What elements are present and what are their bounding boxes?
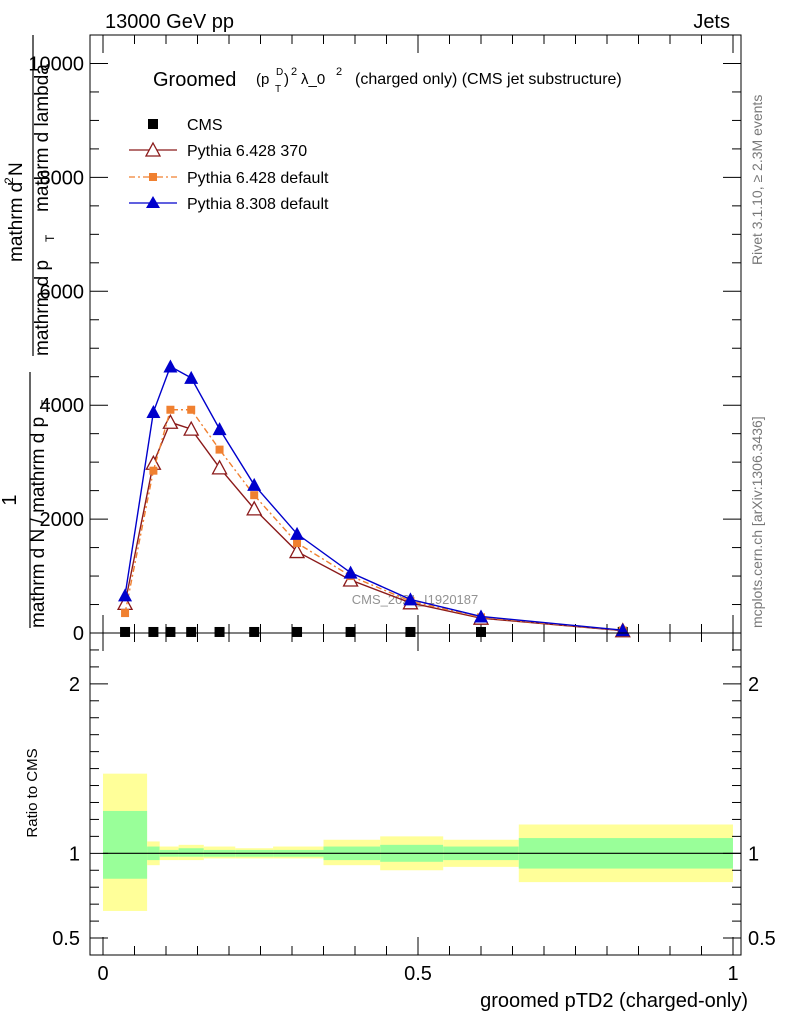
y-tick-label: 10000: [28, 53, 84, 75]
plot-title: Groomed (p D T ) 2 λ_0 2 (charged only) …: [153, 66, 622, 95]
data-point: [187, 405, 196, 414]
legend-marker-pythia6-default: [149, 173, 157, 181]
y-tick-label: 4000: [40, 395, 85, 417]
data-point: [292, 626, 303, 637]
ylabel-num-sup: 2: [2, 177, 16, 184]
legend-label-pythia6-370: Pythia 6.428 370: [187, 143, 307, 160]
data-point: [405, 626, 416, 637]
data-point: [249, 626, 260, 637]
ratio-inner-band: [178, 848, 204, 857]
ratio-inner-band: [103, 810, 148, 879]
data-point: [250, 491, 259, 500]
data-point: [166, 405, 175, 414]
main-y-axis-label: 1 mathrm d N / mathrm d p T mathrm d 2 N…: [0, 35, 57, 628]
ylabel-num-tail: N: [6, 162, 27, 176]
ylabel-den: mathrm d p: [32, 260, 53, 356]
ratio-y-axis-label: Ratio to CMS: [24, 748, 41, 837]
ratio-y-axis: 0.5 0.5 1 1 2 2: [52, 649, 776, 950]
data-point: [184, 370, 199, 384]
legend-label-cms: CMS: [187, 117, 223, 134]
ratio-y-tick-label: 1: [69, 843, 80, 865]
legend-marker-pythia6-370: [144, 141, 162, 157]
data-point: [476, 626, 486, 637]
legend-marker-cms: [148, 119, 158, 129]
ylabel-num: mathrm d: [6, 182, 27, 262]
data-point: [215, 445, 224, 454]
ylabel-den-tail: mathrm d lambda: [32, 64, 53, 212]
data-point: [474, 609, 488, 623]
data-point: [148, 626, 159, 637]
data-point: [183, 420, 200, 436]
title-suffix: (charged only) (CMS jet substructure): [355, 71, 622, 88]
title-sup-2b: 2: [336, 66, 342, 78]
ratio-y-tick-label-right: 2: [748, 674, 759, 696]
ratio-plot-frame: [89, 632, 742, 956]
data-point: [403, 592, 418, 606]
mcplots-label: mcplots.cern.ch [arXiv:1306.3436]: [749, 416, 765, 628]
ratio-x-axis: 0 0.5 1: [97, 633, 739, 985]
data-point: [247, 477, 262, 491]
data-point: [186, 626, 197, 637]
data-point: [288, 543, 306, 559]
legend-item-pythia6-default: Pythia 6.428 default: [129, 170, 329, 187]
title-main: Groomed: [153, 69, 236, 91]
data-point: [163, 359, 178, 373]
data-point: [211, 459, 228, 475]
y-tick-label: 6000: [40, 281, 85, 303]
data-point: [212, 422, 227, 436]
main-y-axis: 0 2000 4000 6000 8000 10000: [28, 34, 741, 645]
data-point: [246, 500, 263, 516]
x-tick-label: 0.5: [404, 963, 432, 985]
title-lambda: λ_0: [301, 71, 325, 88]
data-point: [214, 626, 225, 637]
title-sub-t: T: [275, 84, 281, 95]
ylabel-frac-bottom-sub: T: [39, 399, 53, 407]
series-square: [120, 626, 628, 637]
data-point: [343, 565, 358, 579]
data-point: [149, 466, 158, 475]
legend-label-pythia8-default: Pythia 8.308 default: [187, 196, 329, 213]
rivet-label: Rivet 3.1.10, ≥ 2.3M events: [749, 95, 765, 265]
ylabel-frac-bottom: mathrm d N / mathrm d p: [28, 417, 49, 628]
legend-item-cms: CMS: [148, 117, 223, 134]
ratio-y-tick-label: 0.5: [52, 928, 80, 950]
x-tick-label: 0: [97, 963, 108, 985]
title-formula: (p: [256, 71, 269, 88]
legend-item-pythia6-370: Pythia 6.428 370: [129, 141, 307, 160]
data-point: [293, 539, 302, 548]
process-label: Jets: [693, 11, 730, 33]
x-axis-label: groomed pTD2 (charged-only): [480, 990, 748, 1012]
ylabel-den-sub: T: [43, 234, 57, 242]
ratio-bands: [103, 773, 741, 911]
y-tick-label: 2000: [40, 509, 85, 531]
title-sup-2: 2: [291, 66, 297, 78]
ylabel-top: 1: [0, 494, 21, 505]
ratio-y-tick-label: 2: [69, 674, 80, 696]
title-close: ): [284, 71, 289, 88]
energy-label: 13000 GeV pp: [105, 11, 234, 33]
y-tick-label: 0: [73, 623, 84, 645]
title-sup-d: D: [276, 67, 283, 78]
y-tick-label: 8000: [40, 167, 85, 189]
legend: CMS Pythia 6.428 370 Pythia 6.428 defaul…: [129, 117, 329, 213]
analysis-watermark: CMS_2021_I1920187: [352, 592, 479, 607]
legend-label-pythia6-default: Pythia 6.428 default: [187, 170, 329, 187]
x-tick-label: 1: [727, 963, 738, 985]
legend-marker-pythia8-default: [146, 196, 160, 208]
data-point: [162, 413, 179, 429]
series-line: [124, 365, 623, 631]
data-point: [118, 588, 133, 602]
data-point: [290, 526, 305, 540]
data-point: [146, 405, 161, 419]
legend-item-pythia8-default: Pythia 8.308 default: [129, 196, 329, 213]
series-line: [124, 409, 623, 632]
data-point: [165, 626, 176, 637]
ratio-y-tick-label-right: 1: [748, 843, 759, 865]
data-point: [121, 609, 130, 618]
ratio-y-tick-label-right: 0.5: [748, 928, 776, 950]
data-point: [345, 626, 356, 637]
data-point: [120, 626, 131, 637]
